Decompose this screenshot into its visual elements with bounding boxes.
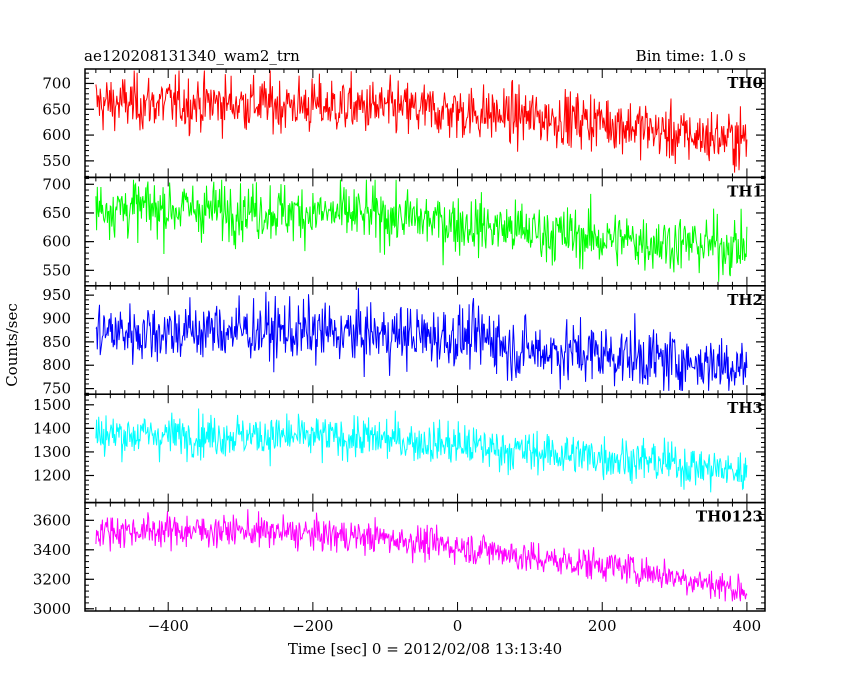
y-tick-label: 1200 — [33, 467, 71, 485]
series-line-th0 — [95, 70, 748, 173]
panel-label-th2: TH2 — [727, 291, 763, 309]
chart-title: ae120208131340_wam2_trn — [84, 47, 300, 65]
x-axis-label: Time [sec] 0 = 2012/02/08 13:13:40 — [288, 640, 562, 658]
y-tick-label: 650 — [42, 204, 71, 222]
panel-label-th3: TH3 — [727, 399, 763, 417]
y-tick-label: 550 — [42, 152, 71, 170]
y-tick-label: 950 — [42, 286, 71, 304]
series-line-th2 — [95, 288, 748, 391]
y-tick-label: 1300 — [33, 443, 71, 461]
y-tick-label: 750 — [42, 380, 71, 398]
series-line-th0123 — [95, 509, 748, 602]
y-tick-label: 850 — [42, 333, 71, 351]
bin-time-label: Bin time: 1.0 s — [636, 47, 746, 65]
series-line-th3 — [95, 408, 748, 493]
panel-th2: 750 800 850 900 950 TH2 — [42, 285, 766, 398]
y-tick-label: 1500 — [33, 396, 71, 414]
panel-th0: 550 600 650 700 TH0 — [42, 68, 766, 179]
y-tick-label: 600 — [42, 233, 71, 251]
y-tick-label: 700 — [42, 175, 71, 193]
y-tick-label: 600 — [42, 126, 71, 144]
y-tick-label: 3600 — [33, 511, 71, 529]
x-tick-label: −200 — [292, 617, 333, 635]
y-tick-label: 3400 — [33, 541, 71, 559]
panel-label-th1: TH1 — [727, 182, 763, 200]
panel-frame — [84, 176, 766, 287]
y-tick-label: 900 — [42, 310, 71, 328]
y-tick-label: 800 — [42, 356, 71, 374]
panel-th1: 550 600 650 700 TH1 — [42, 175, 766, 287]
x-axis: −400 −200 0 200 400 — [148, 617, 762, 635]
panel-label-th0: TH0 — [727, 74, 763, 92]
y-tick-label: 1400 — [33, 419, 71, 437]
y-axis-label: Counts/sec — [3, 303, 21, 387]
panel-th0123: 3000 3200 3400 3600 TH0123 — [33, 501, 766, 618]
panels-group: 550 600 650 700 TH0 550 600 650 700 TH1 750 800 850 9… — [33, 68, 766, 618]
x-tick-label: −400 — [148, 617, 189, 635]
panel-label-th0123: TH0123 — [696, 508, 763, 526]
series-line-th1 — [95, 179, 748, 282]
panel-frame — [84, 501, 766, 612]
y-tick-label: 550 — [42, 261, 71, 279]
x-tick-label: 400 — [733, 617, 762, 635]
y-tick-label: 3000 — [33, 600, 71, 618]
x-tick-label: 0 — [453, 617, 463, 635]
y-tick-label: 650 — [42, 100, 71, 118]
y-tick-label: 3200 — [33, 570, 71, 588]
x-tick-label: 200 — [588, 617, 617, 635]
y-tick-label: 700 — [42, 74, 71, 92]
panel-th3: 1200 1300 1400 1500 TH3 — [33, 393, 766, 504]
